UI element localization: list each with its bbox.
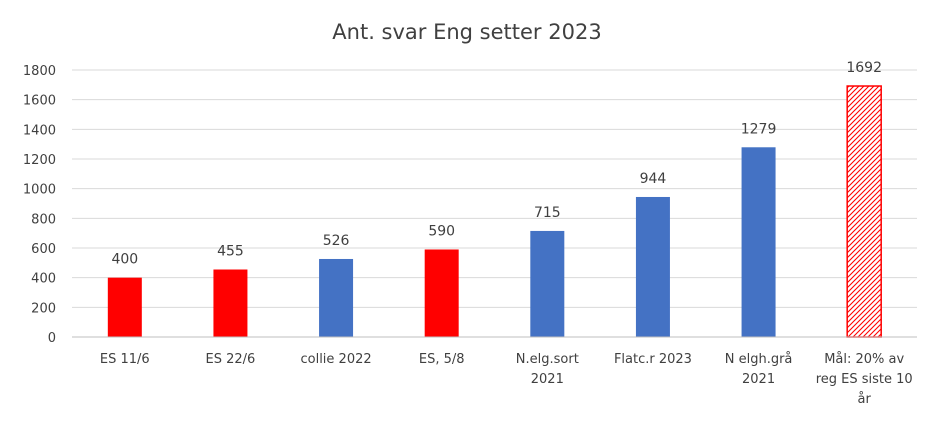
bar [846, 85, 882, 338]
x-tick-label: ES, 5/8 [419, 352, 465, 367]
bars [107, 85, 882, 338]
x-axis-ticks: ES 11/6 ES 22/6 collie 2022 ES, 5/8 N.elg.so… [100, 352, 913, 407]
bar [741, 147, 776, 337]
y-tick-label: 1000 [23, 183, 56, 198]
x-tick-label: Mål: 20% av [824, 352, 904, 367]
data-label: 1692 [846, 60, 882, 76]
data-label: 1279 [741, 121, 777, 137]
x-tick-label: ES 22/6 [206, 352, 256, 367]
y-tick-label: 400 [31, 272, 56, 287]
y-tick-label: 800 [31, 212, 56, 227]
x-tick-label: N.elg.sort [516, 352, 579, 367]
bar [319, 258, 354, 337]
x-tick-label: 2021 [531, 372, 564, 387]
y-tick-label: 600 [31, 242, 56, 257]
bar [213, 269, 248, 337]
bar [107, 277, 142, 337]
y-axis-ticks: 0 200 400 600 800 1000 1200 1400 1600 1800 [23, 64, 56, 346]
data-labels: 400 455 526 590 715 944 1279 1692 [111, 60, 882, 268]
bar [635, 196, 670, 337]
data-label: 715 [534, 205, 561, 221]
x-tick-label: år [858, 392, 872, 407]
y-tick-label: 1200 [23, 153, 56, 168]
y-tick-label: 1400 [23, 123, 56, 138]
y-tick-label: 200 [31, 301, 56, 316]
data-label: 455 [217, 244, 244, 260]
gridlines [72, 69, 917, 308]
x-tick-label: 2021 [742, 372, 775, 387]
x-tick-label: ES 11/6 [100, 352, 150, 367]
data-label: 400 [111, 252, 138, 268]
x-tick-label: reg ES siste 10 [816, 372, 913, 387]
data-label: 944 [640, 171, 667, 187]
bar [424, 249, 459, 337]
y-tick-label: 1800 [23, 64, 56, 79]
data-label: 526 [323, 233, 350, 249]
x-tick-label: collie 2022 [300, 352, 371, 367]
bar [530, 230, 565, 337]
x-tick-label: N elgh.grå [725, 352, 793, 367]
x-tick-label: Flatc.r 2023 [614, 352, 692, 367]
y-tick-label: 0 [48, 331, 56, 346]
y-tick-label: 1600 [23, 94, 56, 109]
data-label: 590 [428, 223, 455, 239]
chart-title: Ant. svar Eng setter 2023 [332, 20, 601, 44]
